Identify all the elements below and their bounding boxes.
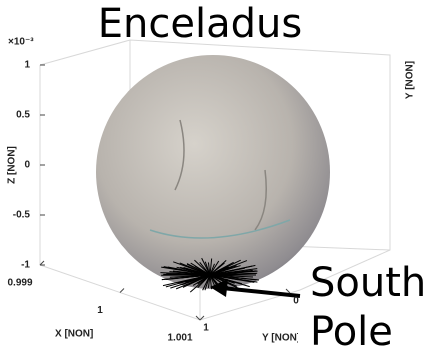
z-tick-label: -1 [21, 260, 30, 271]
x-axis-label: X [NON] [55, 329, 93, 340]
annotation: South [310, 260, 426, 306]
enceladus-sphere [96, 55, 330, 289]
y-tick [286, 289, 290, 293]
z-tick-label: 0 [24, 160, 30, 171]
y-tick-label: 1 [203, 323, 209, 334]
x-tick-label: 1.001 [167, 333, 192, 344]
x-tick [40, 261, 44, 265]
y-axis-label: Y [NON] [262, 333, 300, 344]
y-tick-label: 0 [293, 296, 299, 307]
z-tick-label: 1 [24, 60, 30, 71]
chart-title: Enceladus [98, 1, 302, 47]
x-tick-label: 1 [97, 305, 103, 316]
y-axis-label: Y [NON] [405, 61, 416, 99]
z-tick-label: -0.5 [13, 210, 31, 221]
z-axis-label: Z [NON] [7, 146, 18, 184]
x-tick-label: 0.999 [7, 278, 32, 289]
chart: Enceladus South Pole ×10⁻³ Z [NON] X [NO… [0, 0, 428, 354]
z-scale-label: ×10⁻³ [8, 37, 34, 48]
annotation: Pole [310, 309, 393, 354]
x-tick [120, 289, 124, 293]
z-tick-label: 0.5 [16, 110, 30, 121]
